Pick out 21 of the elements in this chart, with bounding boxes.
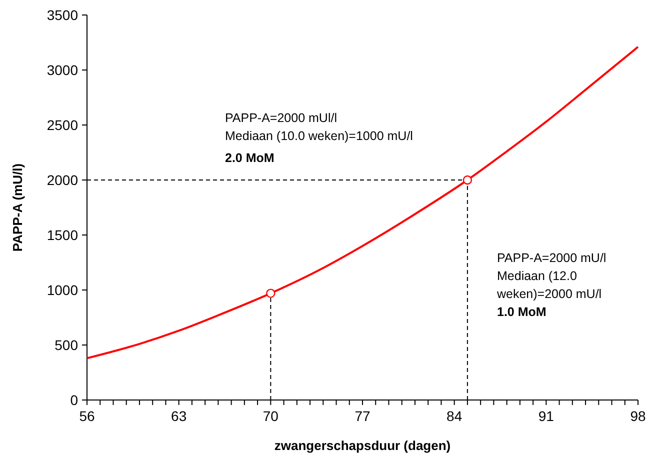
x-tick-label: 91 — [538, 408, 554, 424]
annotation: 1.0 MoM — [497, 305, 546, 319]
x-tick-label: 84 — [446, 408, 462, 424]
y-tick-label: 2000 — [46, 172, 78, 188]
y-tick-label: 3500 — [46, 7, 78, 23]
y-tick-label: 1000 — [46, 282, 78, 298]
y-axis-title: PAPP-A (mU/l) — [10, 163, 25, 252]
y-tick-label: 2500 — [46, 117, 78, 133]
y-tick-label: 3000 — [46, 62, 78, 78]
x-tick-label: 56 — [79, 408, 95, 424]
x-tick-label: 98 — [630, 408, 646, 424]
x-tick-label: 63 — [171, 408, 187, 424]
x-tick-label: 70 — [262, 408, 279, 424]
y-tick-label: 500 — [54, 337, 78, 353]
y-tick-label: 1500 — [46, 227, 78, 243]
x-tick-label: 77 — [354, 408, 370, 424]
x-axis-title: zwangerschapsduur (dagen) — [274, 438, 451, 453]
annotation: PAPP-A=2000 mUl/l Mediaan (10.0 weken)=1000 mU/l — [225, 111, 413, 143]
y-tick-label: 0 — [70, 392, 78, 408]
annotation: 2.0 MoM — [225, 151, 274, 165]
annotation: PAPP-A=2000 mU/l Mediaan (12.0 weken)=2000 mU/l — [496, 251, 606, 301]
